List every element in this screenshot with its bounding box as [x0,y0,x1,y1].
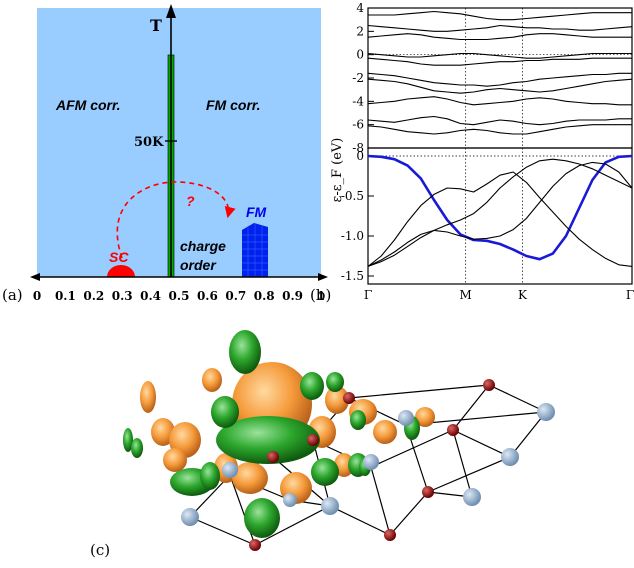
doping-tick-label: 0.1 [55,289,76,303]
temperature-axis-arrow [166,4,176,18]
phase-diagram-background [37,8,321,277]
y-tick-label: 2 [356,24,364,38]
doping-axis-arrow-left [30,273,40,281]
doping-tick-label: 0 [33,289,41,303]
y-tick-label: -1.0 [341,229,364,243]
doping-tick-label: 0.4 [140,289,161,303]
band-line [367,57,632,66]
doping-tick-label: 1 [317,289,325,303]
doping-tick-label: 0.2 [83,289,104,303]
panel-a-label: (a) [2,286,23,304]
band-line [367,24,633,32]
band-line [368,10,632,21]
k-point-label: M [460,288,472,302]
panel-b-label: (b) [310,286,331,304]
phase-diagram: T 50K AFM corr. FM corr. ? SC FM charge … [30,4,328,303]
y-tick-label: -6 [352,118,364,132]
y-tick-label: -8 [352,141,364,155]
band-structure-wide-window: 4 2 0 -2 -4 -6 -8 [352,1,633,155]
sc-label: SC [109,249,129,265]
fm-block-grid [242,224,268,277]
charge-order-label-line2: order [180,257,217,273]
doping-tick-label: 0.6 [197,289,218,303]
fm-label: FM [246,204,267,220]
question-mark: ? [186,193,195,209]
fifty-k-label: 50K [134,135,164,150]
doping-tick-label: 0.7 [225,289,246,303]
y-tick-label: -1.5 [341,269,364,283]
band-line [367,115,632,126]
y-tick-label: -2 [352,71,364,85]
k-point-label: Γ [626,288,634,302]
band-structure-zoom-window: 0-0.5-1.0-1.5Γ M K Γ [341,147,634,302]
fm-corr-label: FM corr. [206,97,260,113]
doping-tick-label: 0.9 [282,289,303,303]
y-tick-label: 0 [356,48,364,62]
orbital-lobes-negative [123,330,420,538]
doping-axis-arrow-right [318,273,328,281]
band-line [367,96,632,106]
temperature-axis-label: T [150,16,162,35]
k-point-label: Γ [364,288,372,302]
y-tick-label: -0.5 [341,189,364,203]
doping-tick-label: 0.3 [112,289,133,303]
atoms-metal [181,403,555,526]
atoms-oxygen [249,379,495,551]
charge-order-label-line1: charge [180,238,226,254]
band-line [367,78,633,94]
transition-arrow [116,181,236,259]
energy-axis-label: ε-ε_F (eV) [330,138,345,203]
doping-tick-label: 0.5 [169,289,190,303]
y-tick-label: 0 [356,149,364,163]
band-line [367,33,632,41]
afm-corr-label: AFM corr. [55,97,121,113]
band-line [367,72,632,87]
y-tick-label: 4 [356,1,364,15]
doping-tick-labels: 0 0.1 0.2 0.3 0.4 0.5 0.6 0.7 0.8 0.9 1 [33,289,325,303]
y-tick-label: -4 [352,94,364,108]
band-line [367,124,632,135]
band-structure: 420-2-4-6-8 0-0.5-1.0-1.5Γ M K Γ ε-ε_F (eV) [330,1,634,302]
k-point-label: K [518,288,528,302]
sc-dome [107,265,135,277]
band-line [367,52,632,59]
plot-frame [367,147,633,285]
wannier-orbital-rendering [123,330,555,551]
panel-c-label: (c) [90,541,110,559]
band-line [367,171,633,267]
highlighted-band [367,154,633,261]
doping-tick-label: 0.8 [254,289,275,303]
band-line [367,161,633,267]
band-line [367,158,633,267]
